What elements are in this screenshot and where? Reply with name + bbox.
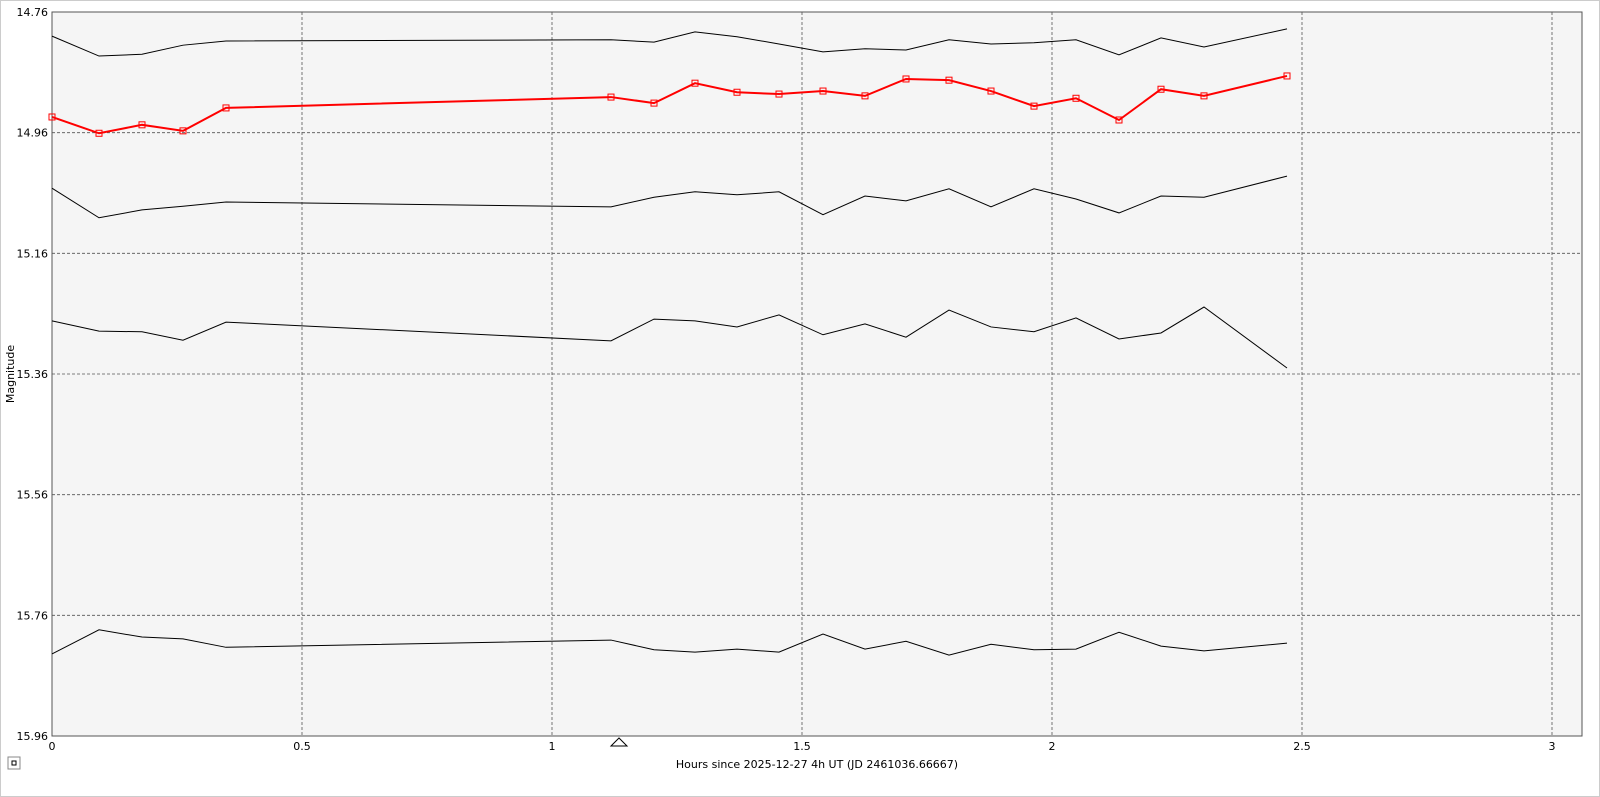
y-tick-label: 14.76 xyxy=(17,6,49,19)
data-point xyxy=(48,113,56,121)
series-line xyxy=(51,74,1288,135)
marks xyxy=(48,28,1291,656)
x-axis-label: Hours since 2025-12-27 4h UT (JD 2461036… xyxy=(676,758,958,771)
data-point xyxy=(1115,116,1123,124)
corner-button-icon xyxy=(11,760,17,766)
y-tick-label: 15.16 xyxy=(17,247,49,260)
data-point xyxy=(861,92,869,100)
data-point xyxy=(691,79,699,87)
data-point xyxy=(222,104,230,112)
x-tick-label: 2 xyxy=(1049,740,1056,753)
x-tick-label: 0 xyxy=(49,740,56,753)
x-tick-label: 1.5 xyxy=(793,740,811,753)
series-line xyxy=(51,629,1288,656)
y-tick-label: 15.36 xyxy=(17,368,49,381)
x-tick-label: 1 xyxy=(549,740,556,753)
grid xyxy=(51,11,1582,737)
y-tick-label: 15.56 xyxy=(17,489,49,502)
series-line xyxy=(51,28,1288,57)
data-point xyxy=(1283,72,1291,80)
data-point xyxy=(607,93,615,101)
data-point xyxy=(987,87,995,95)
series-line xyxy=(51,306,1288,369)
data-point xyxy=(95,129,103,137)
data-point xyxy=(733,88,741,96)
data-point xyxy=(650,99,658,107)
data-point xyxy=(1157,85,1165,93)
data-point xyxy=(1030,102,1038,110)
y-tick-label: 15.96 xyxy=(17,730,49,743)
data-point xyxy=(945,76,953,84)
data-point xyxy=(775,90,783,98)
y-tick-label: 14.96 xyxy=(17,127,49,140)
data-point xyxy=(1072,94,1080,102)
y-axis-label: Magnitude xyxy=(4,345,17,404)
data-point xyxy=(819,87,827,95)
data-point xyxy=(138,121,146,129)
data-point xyxy=(902,75,910,83)
x-tick-label: 2.5 xyxy=(1293,740,1311,753)
data-point xyxy=(179,127,187,135)
x-tick-label: 0.5 xyxy=(293,740,311,753)
data-point xyxy=(1200,92,1208,100)
x-tick-label: 3 xyxy=(1549,740,1556,753)
time-marker xyxy=(609,737,629,747)
corner-button[interactable] xyxy=(7,756,21,770)
y-tick-label: 15.76 xyxy=(17,609,49,622)
series-line xyxy=(51,175,1288,219)
